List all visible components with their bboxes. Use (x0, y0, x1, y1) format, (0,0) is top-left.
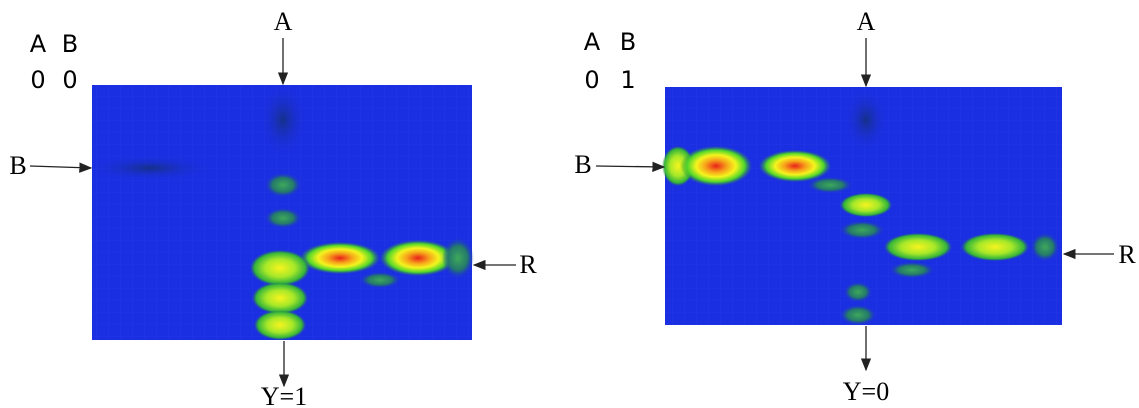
figure: A B 0 0 A B R Y=1 A B 0 1 (0, 0, 1139, 408)
input-label: B (620, 28, 636, 56)
output-label: Y=0 (843, 377, 889, 406)
port-label: R (519, 250, 537, 279)
output-label: Y=1 (261, 382, 307, 408)
input-value: 0 (30, 66, 45, 94)
input-label: A (584, 28, 601, 56)
input-value: 0 (62, 66, 77, 94)
port-label: B (574, 150, 591, 179)
port-label: B (9, 151, 26, 180)
input-value: 1 (620, 66, 635, 94)
port-label: R (1118, 240, 1136, 269)
arrow (30, 166, 91, 168)
input-label: B (62, 30, 78, 58)
port-label: A (857, 7, 876, 36)
input-label: A (30, 30, 47, 58)
input-value: 0 (584, 66, 599, 94)
port-label: A (274, 7, 293, 36)
panel-right: A B 0 1 A B R Y=0 (574, 7, 1136, 406)
panel-left: A B 0 0 A B R Y=1 (9, 7, 537, 408)
arrow (596, 166, 664, 167)
